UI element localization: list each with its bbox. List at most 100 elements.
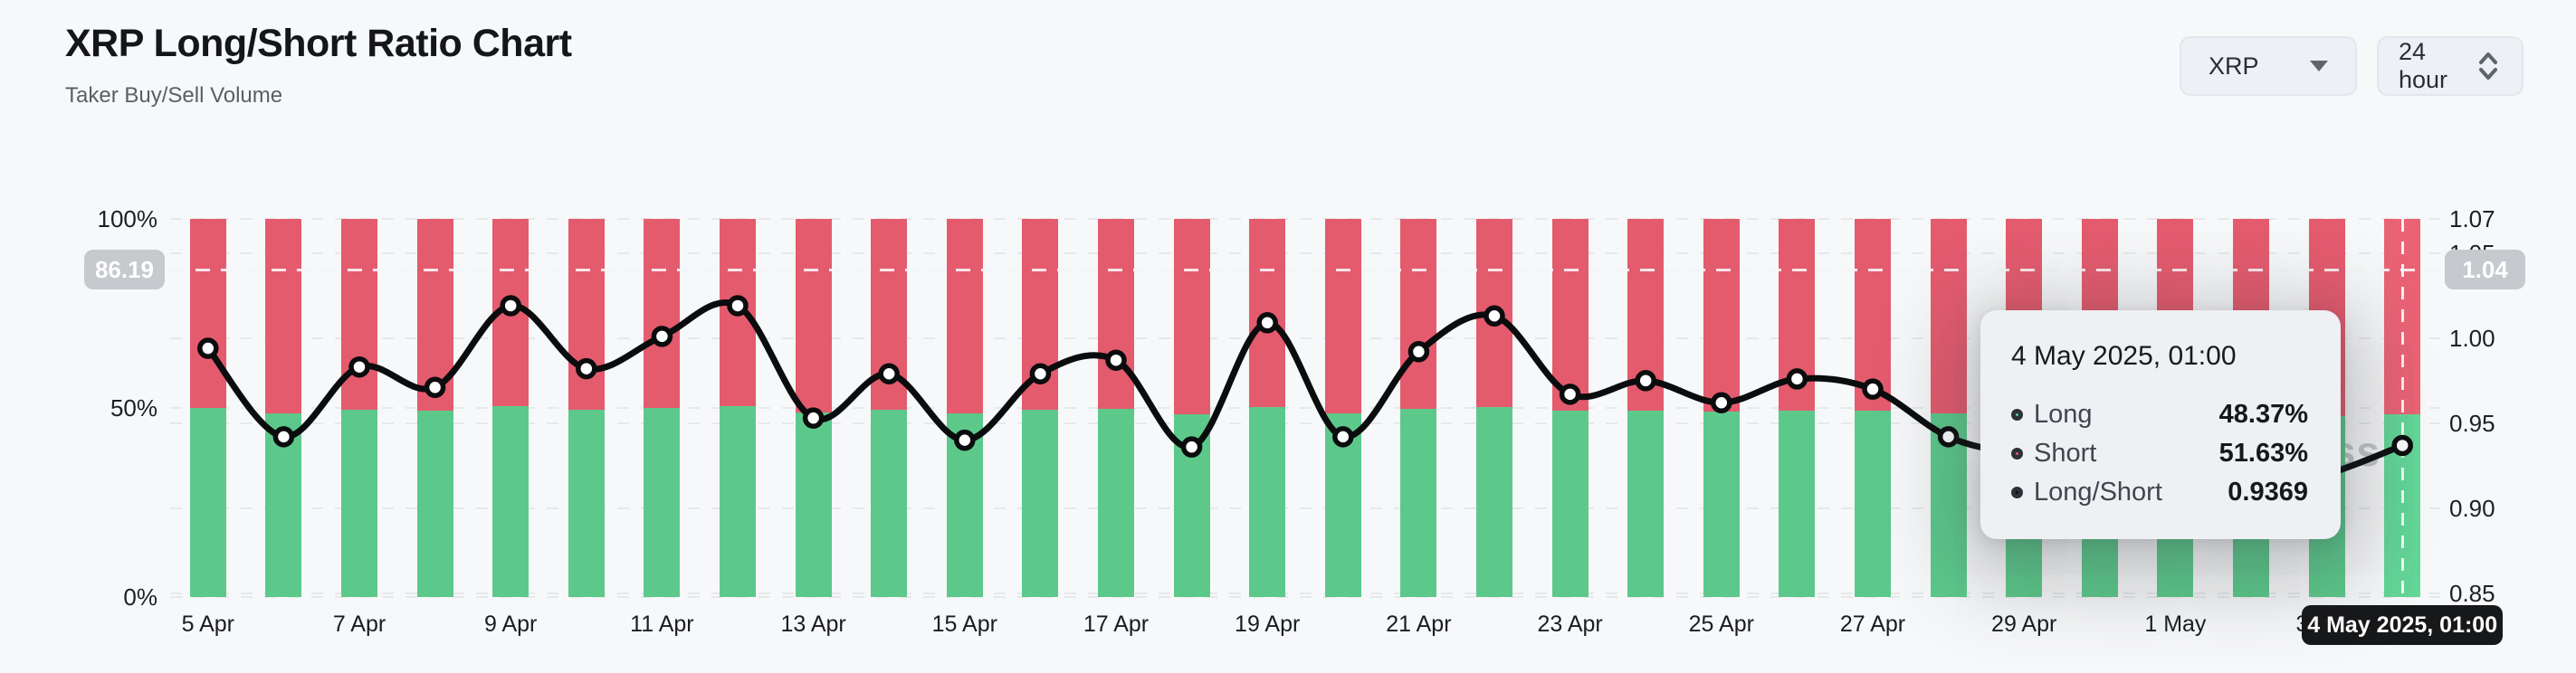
x-axis-label: 7 Apr [332,611,386,637]
bar-short-7-apr[interactable] [341,219,377,410]
crosshair-vertical [2400,219,2404,597]
bar-short-17-apr[interactable] [1098,219,1134,410]
bar-short-27-apr[interactable] [1855,219,1891,412]
right-axis-tick: 1.07 [2449,205,2495,232]
x-axis-label: 25 Apr [1688,611,1754,637]
bar-long-12-apr[interactable] [720,405,756,597]
bar-long-22-apr[interactable] [1476,406,1512,597]
right-axis-tick: 0.95 [2449,409,2495,437]
tooltip-row-short: Short 51.63% [2011,434,2308,473]
bar-long-14-apr[interactable] [871,410,908,597]
tooltip-ratio-label: Long/Short [2034,478,2162,507]
bar-short-28-apr[interactable] [1930,219,1967,414]
bar-long-19-apr[interactable] [1249,407,1286,597]
gridline [170,592,2440,594]
tooltip-short-value: 51.63% [2218,439,2308,468]
tooltip-row-ratio: Long/Short 0.9369 [2011,473,2308,512]
up-down-selector-icon [2475,51,2502,81]
bar-short-21-apr[interactable] [1400,219,1437,409]
right-crosshair-badge: 1.04 [2445,250,2525,290]
tooltip-title: 4 May 2025, 01:00 [2011,341,2237,371]
bar-short-15-apr[interactable] [946,219,983,414]
bar-short-26-apr[interactable] [1779,219,1816,411]
x-axis-label: 29 Apr [1991,611,2057,637]
interval-dropdown[interactable]: 24 hour [2377,36,2524,96]
x-axis-label: 11 Apr [630,611,694,637]
x-axis-label: 23 Apr [1537,611,1603,637]
x-axis-label: 5 Apr [181,611,234,637]
bar-short-12-apr[interactable] [720,219,756,406]
bar-short-14-apr[interactable] [871,219,908,411]
caret-down-icon [2310,61,2328,71]
tooltip-long-label: Long [2034,400,2093,429]
bar-short-10-apr[interactable] [568,219,605,410]
bar-long-5-apr[interactable] [189,408,226,597]
bar-short-18-apr[interactable] [1173,219,1210,414]
bar-long-13-apr[interactable] [795,412,832,597]
tooltip-short-label: Short [2034,439,2097,468]
x-axis-label: 21 Apr [1386,611,1452,637]
bar-long-11-apr[interactable] [644,408,681,597]
x-axis-label: 13 Apr [780,611,846,637]
x-axis-label: 19 Apr [1235,611,1301,637]
gridline [170,218,2440,220]
gridline [170,596,2440,598]
left-axis-tick: 50% [110,394,157,422]
bar-long-18-apr[interactable] [1173,413,1210,597]
left-axis-tick: 100% [97,205,158,232]
crosshair-horizontal [170,269,2440,272]
bar-long-8-apr[interactable] [416,410,453,597]
bar-long-7-apr[interactable] [341,409,377,597]
bar-short-8-apr[interactable] [416,219,453,411]
bar-long-21-apr[interactable] [1400,408,1437,597]
bar-short-22-apr[interactable] [1476,219,1512,407]
bar-short-6-apr[interactable] [265,219,302,414]
bar-short-24-apr[interactable] [1627,219,1665,411]
interval-dropdown-value: 24 hour [2399,38,2448,93]
bar-long-26-apr[interactable] [1779,410,1816,597]
date-crosshair-badge: 4 May 2025, 01:00 [2302,605,2504,645]
right-axis-tick: 1.00 [2449,324,2495,352]
x-axis-label: 15 Apr [931,611,997,637]
ratio-marker-icon [2011,487,2023,498]
tooltip-ratio-value: 0.9369 [2228,478,2308,507]
bar-short-25-apr[interactable] [1703,219,1740,412]
bar-long-25-apr[interactable] [1703,412,1740,597]
bar-long-28-apr[interactable] [1930,413,1967,597]
right-axis-tick: 0.90 [2449,494,2495,522]
right-axis-tick: 0.85 [2449,580,2495,607]
bar-long-23-apr[interactable] [1551,411,1589,597]
long-marker-icon [2011,409,2023,421]
bar-short-11-apr[interactable] [644,219,681,408]
x-axis-label: 17 Apr [1083,611,1150,637]
gridline [170,252,2440,254]
bar-long-24-apr[interactable] [1627,410,1665,597]
bar-long-16-apr[interactable] [1022,410,1059,597]
short-marker-icon [2011,448,2023,460]
symbol-dropdown[interactable]: XRP [2180,36,2357,96]
gridline [170,507,2440,509]
bar-short-23-apr[interactable] [1551,219,1589,412]
bar-short-20-apr[interactable] [1324,219,1361,414]
bar-long-15-apr[interactable] [946,413,983,597]
bar-short-19-apr[interactable] [1249,219,1286,408]
bar-short-13-apr[interactable] [795,219,832,413]
bar-long-27-apr[interactable] [1855,411,1891,597]
left-crosshair-badge: 86.19 [84,250,165,290]
bar-long-10-apr[interactable] [568,409,605,597]
page-title: XRP Long/Short Ratio Chart [65,22,572,65]
tooltip-row-long: Long 48.37% [2011,395,2308,434]
x-axis-label: 1 May [2144,611,2207,637]
bar-long-6-apr[interactable] [265,413,302,597]
bar-long-20-apr[interactable] [1324,413,1361,597]
chart-tooltip: 4 May 2025, 01:00 Long 48.37% Short 51.6… [1980,310,2341,539]
tooltip-long-value: 48.37% [2218,400,2308,429]
page-subtitle: Taker Buy/Sell Volume [65,83,283,108]
bar-short-16-apr[interactable] [1022,219,1059,411]
bar-long-9-apr[interactable] [492,405,530,597]
x-axis-label: 27 Apr [1839,611,1906,637]
bar-short-9-apr[interactable] [492,219,530,406]
bar-short-5-apr[interactable] [189,219,226,409]
bar-long-17-apr[interactable] [1098,409,1134,597]
x-axis-label: 9 Apr [484,611,538,637]
